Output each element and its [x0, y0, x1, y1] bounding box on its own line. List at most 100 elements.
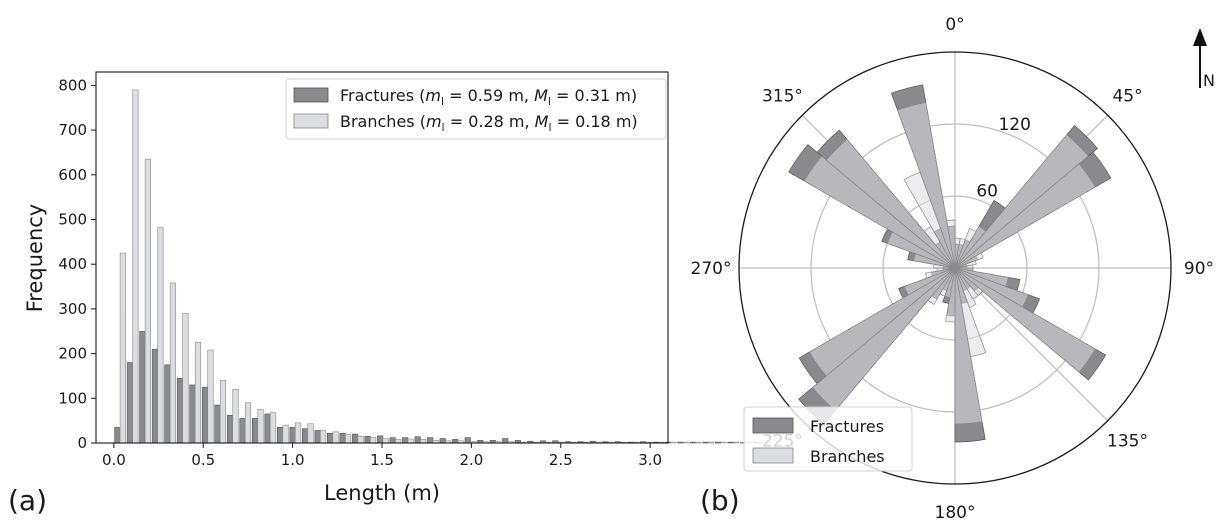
y-tick-label: 200 [58, 345, 87, 363]
branches-bar [320, 430, 327, 444]
rose-angle-label: 270° [691, 259, 732, 279]
fractures-bar [214, 404, 221, 444]
rose-angle-label: 315° [762, 86, 803, 106]
branches-wedge [954, 267, 983, 425]
fractures-bar [226, 414, 234, 444]
fractures-bar [714, 441, 722, 444]
branches-bar [132, 89, 139, 444]
fractures-bar [164, 364, 171, 444]
rose-angle-label: 180° [935, 503, 976, 523]
branches-wedge [897, 102, 956, 269]
legend-fractures-label: Fractures (ml = 0.59 m, Ml = 0.31 m) [340, 86, 637, 108]
branches-bar [169, 282, 176, 444]
fractures-bar [464, 437, 471, 444]
legend-branches-swatch [293, 113, 329, 129]
fractures-bar [339, 432, 346, 444]
branches-bar [707, 441, 715, 444]
y-tick-label: 500 [58, 211, 87, 229]
fractures-bar [364, 435, 371, 444]
branches-bar [332, 431, 339, 444]
fractures-bar [314, 430, 321, 444]
y-tick-label: 300 [58, 300, 87, 318]
fractures-bar [402, 437, 409, 444]
branches-bar [345, 434, 352, 444]
panel-b-label: (b) [700, 484, 740, 517]
branches-bar [720, 441, 727, 444]
fractures-bar [727, 441, 734, 444]
legend-fractures-swatch [293, 87, 329, 103]
rose-angle-label: 45° [1112, 86, 1142, 106]
fractures-bar [327, 432, 334, 444]
rose-angle-label: 90° [1184, 259, 1214, 279]
fractures-bar [702, 441, 709, 444]
x-tick-label: 1.5 [370, 451, 394, 469]
fractures-bar [414, 436, 421, 444]
x-tick-label: 1.0 [281, 451, 305, 469]
y-tick-label: 600 [58, 166, 87, 184]
histogram-bars [114, 89, 765, 444]
rose-legend-fractures-label: Fractures [810, 417, 884, 436]
y-tick-label: 800 [58, 76, 87, 94]
branches-bar [232, 389, 239, 444]
y-tick-label: 0 [77, 434, 87, 452]
fractures-bar [176, 377, 184, 444]
fractures-bar [251, 418, 259, 444]
fractures-bar [377, 435, 384, 444]
fractures-bar [139, 330, 146, 444]
branches-bar [182, 313, 189, 444]
branches-wedge [954, 163, 1096, 269]
fractures-bar [126, 362, 133, 444]
rose-angle-label: 0° [945, 15, 964, 35]
fractures-bar [352, 433, 359, 444]
rose-wedges [788, 84, 1112, 443]
y-tick-label: 100 [58, 389, 87, 407]
branches-wedge [954, 267, 1096, 373]
branches-bar [295, 422, 302, 444]
fractures-bar [389, 437, 396, 444]
branches-wedge [803, 155, 956, 269]
branches-bar [682, 441, 690, 444]
branches-bar [257, 409, 264, 444]
branches-bar [144, 158, 151, 444]
fractures-bar [677, 441, 684, 444]
rose-legend: Fractures Branches [743, 406, 913, 472]
branches-bar [207, 349, 214, 444]
fractures-bar [276, 427, 284, 444]
branches-bar [732, 441, 740, 444]
panel-a-label: (a) [8, 484, 47, 517]
branches-wedge [825, 138, 956, 269]
rose-legend-branches-label: Branches [810, 447, 885, 466]
rose-radius-label: 120 [998, 115, 1030, 135]
branches-bar [382, 438, 389, 444]
branches-bar [307, 423, 314, 444]
legend-frame [285, 78, 667, 140]
branches-wedge [903, 267, 956, 296]
branches-bar [370, 436, 377, 444]
y-tick-label: 700 [58, 121, 87, 139]
x-tick-label: 0.5 [191, 451, 215, 469]
x-tick-label: 0.0 [102, 451, 126, 469]
fractures-bar [239, 418, 246, 444]
fractures-bar [289, 427, 296, 444]
north-arrow: N [1193, 28, 1215, 90]
branches-bar [282, 424, 289, 444]
rose-outer-circle [738, 51, 1172, 485]
y-axis-label: Frequency [23, 204, 47, 313]
fractures-bar [302, 428, 309, 444]
branches-wedge [925, 267, 956, 279]
branches-bar [194, 342, 202, 444]
branches-bar [670, 441, 677, 444]
branches-bar [695, 441, 702, 444]
fractures-bar [201, 386, 209, 444]
rose-radius-label: 60 [976, 181, 998, 201]
y-tick-label: 400 [58, 255, 87, 273]
x-tick-label: 2.0 [459, 451, 483, 469]
fractures-bar [427, 437, 434, 444]
north-arrow-head [1193, 28, 1207, 46]
fractures-bar [439, 438, 446, 444]
fractures-bar [689, 441, 697, 444]
x-tick-label: 2.5 [549, 451, 573, 469]
